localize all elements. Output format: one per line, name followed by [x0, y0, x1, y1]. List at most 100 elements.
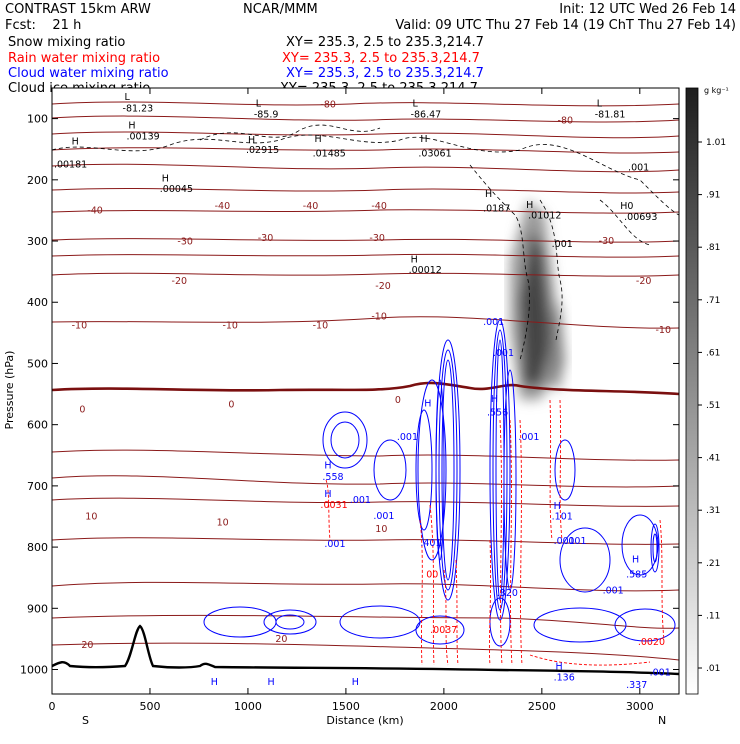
- contour-annotation: 00: [426, 570, 438, 581]
- contour-annotation: .001: [603, 586, 624, 597]
- y-tick-label: 200: [27, 174, 48, 187]
- isotherm-m70: [52, 115, 679, 123]
- contour-annotation: -30: [599, 236, 615, 247]
- contour-annotation: .0037: [430, 625, 457, 636]
- contour-annotation: 0: [228, 400, 234, 411]
- contour-annotation: .03061: [418, 149, 451, 160]
- contour-annotation: L: [256, 98, 262, 109]
- contour-annotation: .0031: [320, 500, 347, 511]
- isotherm-m50: [52, 163, 679, 173]
- contour-annotation: -81.81: [595, 109, 626, 120]
- y-tick-label: 800: [27, 541, 48, 554]
- contour-annotation: -80: [320, 100, 336, 111]
- x-tick-label: 0: [49, 700, 56, 713]
- colorbar-tick-label: .51: [706, 401, 720, 411]
- colorbar-ticks: 1.01 .91 .81 .71 .61 .51 .41 .31 .21 .11 .01: [698, 138, 726, 674]
- colorbar-tick-label: .81: [706, 243, 720, 253]
- contour-annotation: H: [352, 677, 359, 688]
- contour-annotation: .001: [397, 432, 418, 443]
- contour-annotation: -81.23: [123, 103, 154, 114]
- x-tick-label: 1000: [234, 700, 262, 713]
- contour-annotation: .01012: [528, 210, 561, 221]
- contour-annotation: -80: [558, 116, 574, 127]
- x-tick-label: 1500: [332, 700, 360, 713]
- y-tick-label: 1000: [20, 664, 48, 677]
- contour-annotations: L-81.23 L-85.9L-86.47L-81.81-80-80H.00139…: [54, 92, 671, 691]
- contour-annotation: H: [485, 189, 492, 200]
- contour-annotation: .558: [322, 472, 343, 483]
- contour-annotation: -10: [313, 321, 329, 332]
- temperature-isotherms: [52, 101, 679, 661]
- isotherm-p20: [52, 581, 679, 592]
- contour-annotation: H: [420, 134, 427, 145]
- contour-annotation: H: [554, 501, 561, 512]
- contour-annotation: H: [526, 200, 533, 211]
- cloud-water-contours: [203, 319, 676, 647]
- y-tick-label: 100: [27, 113, 48, 126]
- init-time: Init: 12 UTC Wed 26 Feb 14: [559, 2, 736, 17]
- contour-annotation: .101: [552, 512, 573, 523]
- x-tick-label: 2500: [528, 700, 556, 713]
- colorbar-units: g kg⁻¹: [704, 86, 729, 95]
- colorbar-tick-label: .11: [706, 611, 720, 621]
- valid-time: Valid: 09 UTC Thu 27 Feb 14 (19 ChT Thu …: [395, 18, 736, 33]
- contour-annotation: 10: [217, 518, 229, 529]
- contour-annotation: H0: [620, 201, 633, 212]
- legend-snow-label: Snow mixing ratio: [8, 35, 125, 50]
- contour-annotation: -10: [222, 321, 238, 332]
- contour-annotation: H: [128, 120, 135, 131]
- legend-snow-xy: XY= 235.3, 2.5 to 235.3,214.7: [286, 35, 484, 50]
- colorbar-tick-label: .01: [706, 664, 720, 674]
- contour-annotation: 20: [81, 640, 93, 651]
- legend: Snow mixing ratio XY= 235.3, 2.5 to 235.…: [8, 35, 484, 96]
- legend-rain-xy: XY= 235.3, 2.5 to 235.3,214.7: [282, 51, 480, 66]
- contour-annotation: -30: [258, 233, 274, 244]
- contour-annotation: .001: [350, 495, 371, 506]
- contour-annotation: .00139: [126, 131, 159, 142]
- contour-annotation: .337: [626, 680, 647, 691]
- contour-annotation: .001: [324, 539, 345, 550]
- contour-annotation: -10: [72, 321, 88, 332]
- contour-annotation: H: [324, 489, 331, 500]
- contour-annotation: H: [248, 135, 255, 146]
- contour-annotation: .001: [552, 239, 573, 250]
- contour-annotation: .00693: [624, 212, 657, 223]
- contour-annotation: .001: [483, 317, 504, 328]
- contour-annotation: .136: [554, 673, 575, 684]
- contour-annotation: L: [413, 98, 419, 109]
- contour-annotation: -20: [172, 276, 188, 287]
- contour-annotation: .01485: [313, 149, 346, 160]
- contour-annotation: 0: [79, 404, 85, 415]
- contour-annotation: -40: [215, 201, 231, 212]
- contour-annotation: -30: [177, 237, 193, 248]
- legend-cloudwater-xy: XY= 235.3, 2.5 to 235.3,214.7: [286, 66, 484, 81]
- terrain: [52, 624, 679, 676]
- contour-annotation: H: [411, 254, 418, 265]
- colorbar-gradient: [685, 87, 699, 695]
- contour-annotation: -85.9: [254, 109, 279, 120]
- contour-annotation: .320: [497, 588, 518, 599]
- contour-annotation: .556: [487, 407, 508, 418]
- isotherm-m10: [52, 316, 679, 329]
- contour-annotation: 10: [85, 512, 97, 523]
- legend-cloudwater-label: Cloud water mixing ratio: [8, 66, 169, 81]
- contour-annotation: .02915: [246, 145, 279, 156]
- contour-annotation: -20: [636, 276, 652, 287]
- contour-annotation: H: [315, 134, 322, 145]
- contour-annotation: .00045: [160, 184, 193, 195]
- contour-annotation: .001: [650, 668, 671, 679]
- contour-annotation: H: [268, 677, 275, 688]
- isotherm-m30: [52, 238, 679, 243]
- contour-annotation: L: [124, 92, 130, 103]
- contour-annotation: .585: [626, 570, 647, 581]
- isotherm-m60: [52, 131, 679, 139]
- contour-annotation: H: [424, 398, 431, 409]
- contour-annotation: .00012: [409, 265, 442, 276]
- contour-annotation: H: [162, 174, 169, 185]
- y-tick-label: 300: [27, 235, 48, 248]
- colorbar: g kg⁻¹ 1.01 .91 .81 .71 .61 .51 .41 .31 .21 .11 .0…: [685, 86, 729, 695]
- isotherm-p10: [52, 475, 679, 488]
- contour-annotation: .001: [493, 348, 514, 359]
- contour-annotation: -20: [375, 281, 391, 292]
